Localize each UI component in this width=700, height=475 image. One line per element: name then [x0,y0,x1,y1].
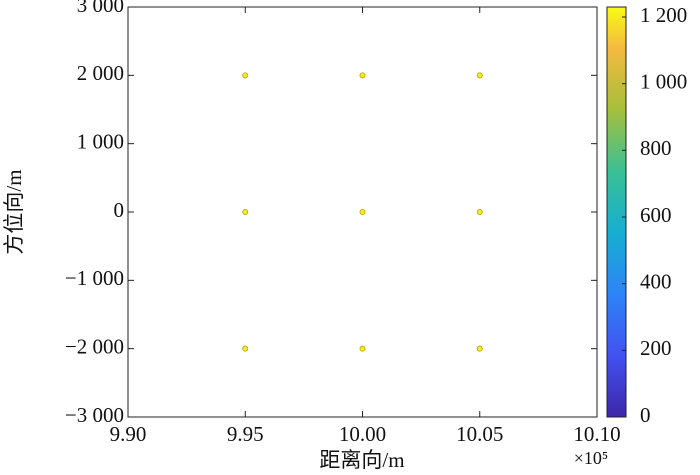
x-tick-label: 10.10 [573,422,620,446]
y-tick-label: 1 000 [77,129,124,153]
colorbar-tick-label: 800 [640,136,672,160]
point [359,345,366,352]
x-tick-label: 9.95 [227,422,264,446]
y-tick-label: −3 000 [65,403,124,427]
y-axis-label: 方位向/m [2,169,26,254]
point [242,72,249,79]
colorbar-tick-label: 200 [640,336,672,360]
point [242,208,249,215]
x-tick-label: 9.90 [110,422,147,446]
y-tick-label: 2 000 [77,61,124,85]
y-tick-label: −2 000 [65,334,124,358]
x-exponent: ×10⁵ [574,448,608,468]
x-tick-label: 10.00 [339,422,386,446]
colorbar-tick-label: 600 [640,203,672,227]
y-tick-label: 3 000 [77,0,124,17]
point [359,208,366,215]
colorbar-tick-label: 1 000 [640,69,687,93]
colorbar [606,6,627,418]
point [242,345,249,352]
point [476,345,483,352]
point [476,72,483,79]
colorbar-tick-label: 400 [640,269,672,293]
point [359,72,366,79]
x-axis-label: 距离向/m [319,448,404,472]
colorbar-tick-label: 1 200 [640,3,687,27]
y-tick-label: −1 000 [65,266,124,290]
colorbar-tick-label: 0 [640,403,651,427]
point [476,208,483,215]
x-tick-label: 10.05 [456,422,503,446]
y-tick-label: 0 [114,198,125,222]
